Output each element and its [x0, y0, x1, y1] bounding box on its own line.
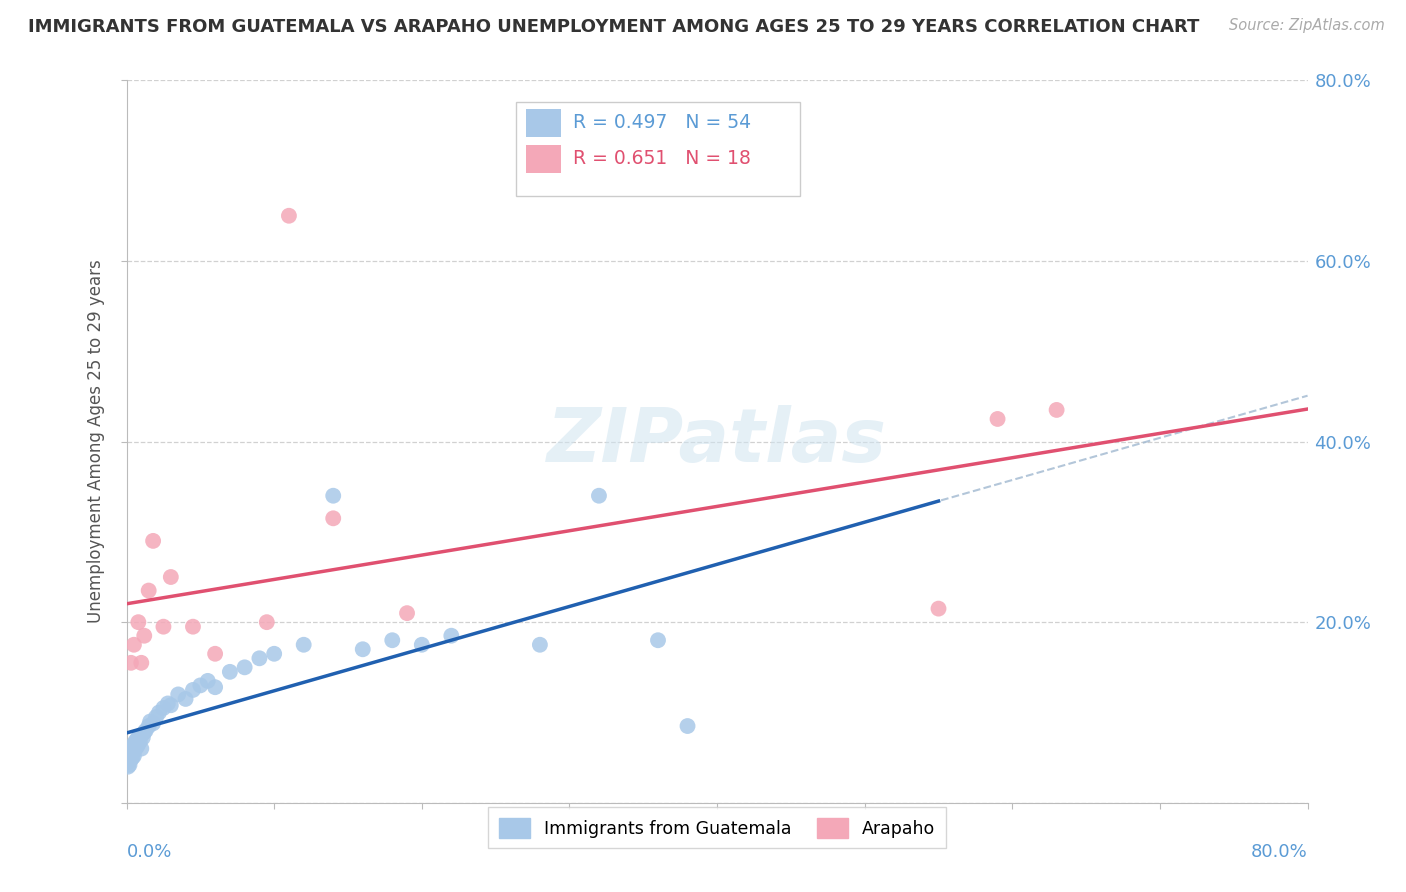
Point [125, 739, 148, 754]
Point [219, 665, 242, 679]
Point [352, 642, 374, 657]
Point [127, 615, 149, 630]
Point [139, 714, 162, 729]
Point [263, 647, 285, 661]
Point [127, 737, 149, 751]
Point [381, 633, 404, 648]
Point [121, 750, 143, 764]
Point [122, 743, 145, 757]
Point [120, 743, 142, 757]
Point [127, 731, 149, 745]
Point [118, 750, 141, 764]
Point [134, 725, 156, 739]
Point [987, 412, 1010, 426]
Point [118, 757, 141, 772]
Point [122, 748, 145, 763]
Point [134, 629, 156, 643]
Text: 0.0%: 0.0% [127, 843, 172, 861]
Point [181, 682, 204, 697]
Point [145, 710, 167, 724]
Point [440, 629, 463, 643]
Point [322, 511, 344, 525]
Point [256, 615, 278, 630]
Point [588, 489, 610, 503]
Point [129, 656, 153, 670]
Point [204, 647, 226, 661]
Text: R = 0.651   N = 18: R = 0.651 N = 18 [574, 149, 751, 168]
Point [411, 638, 433, 652]
Point [529, 638, 551, 652]
Point [128, 734, 150, 748]
Point [197, 673, 219, 688]
Point [181, 620, 204, 634]
Y-axis label: Unemployment Among Ages 25 to 29 years: Unemployment Among Ages 25 to 29 years [87, 260, 105, 624]
Point [152, 701, 174, 715]
Point [396, 606, 419, 620]
Point [124, 734, 146, 748]
FancyBboxPatch shape [516, 102, 800, 196]
Point [120, 752, 142, 766]
Point [156, 697, 179, 711]
Point [174, 692, 197, 706]
Point [142, 716, 165, 731]
Point [121, 746, 143, 760]
Legend: Immigrants from Guatemala, Arapaho: Immigrants from Guatemala, Arapaho [488, 807, 946, 848]
Point [117, 755, 139, 769]
Point [676, 719, 699, 733]
Point [160, 698, 183, 713]
Point [120, 748, 142, 763]
Point [120, 656, 142, 670]
Point [152, 620, 174, 634]
FancyBboxPatch shape [526, 145, 561, 173]
Point [148, 706, 170, 720]
Point [121, 739, 143, 754]
Point [647, 633, 669, 648]
Point [160, 570, 183, 584]
Text: 80.0%: 80.0% [1251, 843, 1308, 861]
Point [122, 638, 145, 652]
Text: IMMIGRANTS FROM GUATEMALA VS ARAPAHO UNEMPLOYMENT AMONG AGES 25 TO 29 YEARS CORR: IMMIGRANTS FROM GUATEMALA VS ARAPAHO UNE… [28, 18, 1199, 36]
Point [138, 583, 160, 598]
Point [188, 678, 212, 692]
Text: ZIPatlas: ZIPatlas [547, 405, 887, 478]
Point [138, 719, 160, 733]
Point [122, 737, 145, 751]
Text: Source: ZipAtlas.com: Source: ZipAtlas.com [1229, 18, 1385, 33]
Point [322, 489, 344, 503]
Point [129, 741, 153, 756]
FancyBboxPatch shape [526, 109, 561, 136]
Point [117, 760, 139, 774]
Point [135, 723, 157, 738]
Point [124, 741, 146, 756]
Point [1046, 403, 1069, 417]
Point [118, 746, 141, 760]
Point [292, 638, 315, 652]
Point [129, 728, 153, 742]
Point [204, 680, 226, 694]
Text: R = 0.497   N = 54: R = 0.497 N = 54 [574, 112, 751, 132]
Point [249, 651, 271, 665]
Point [167, 687, 190, 701]
Point [125, 732, 148, 747]
Point [928, 601, 950, 615]
Point [233, 660, 256, 674]
Point [132, 731, 155, 745]
Point [142, 533, 165, 548]
Point [278, 209, 301, 223]
